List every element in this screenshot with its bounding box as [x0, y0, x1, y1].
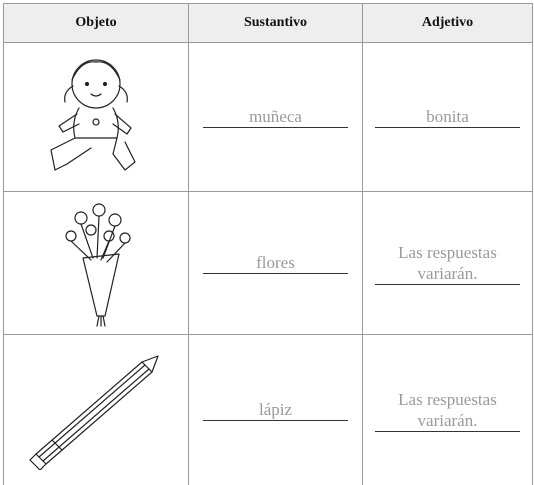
answer: Las respuestas variarán.: [375, 242, 520, 285]
flowers-illustration: [65, 203, 131, 327]
header-cell: Adjetivo: [362, 3, 533, 42]
doll-illustration: [50, 59, 136, 171]
answer: muñeca: [203, 106, 348, 128]
header-row: Objeto Sustantivo Adjetivo: [3, 3, 533, 42]
header-cell: Objeto: [3, 3, 188, 42]
header-cell: Sustantivo: [188, 3, 362, 42]
image-cell: [3, 191, 188, 334]
pencil-illustration: [29, 355, 159, 470]
adjective-cell: Las respuestas variarán.: [362, 191, 533, 334]
worksheet-table: Objeto Sustantivo Adjetivo muñeca bonita: [3, 3, 533, 485]
noun-cell: flores: [188, 191, 362, 334]
noun-cell: lápiz: [188, 334, 362, 485]
answer: lápiz: [203, 399, 348, 421]
adjective-cell: bonita: [362, 42, 533, 191]
answer: Las respuestas variarán.: [375, 389, 520, 432]
adjective-cell: Las respuestas variarán.: [362, 334, 533, 485]
answer: flores: [203, 252, 348, 274]
noun-cell: muñeca: [188, 42, 362, 191]
image-cell: [3, 334, 188, 485]
image-cell: [3, 42, 188, 191]
answer: bonita: [375, 106, 520, 128]
row: muñeca bonita: [3, 42, 533, 191]
row: flores Las respuestas variarán.: [3, 191, 533, 334]
row: lápiz Las respuestas variarán.: [3, 334, 533, 485]
